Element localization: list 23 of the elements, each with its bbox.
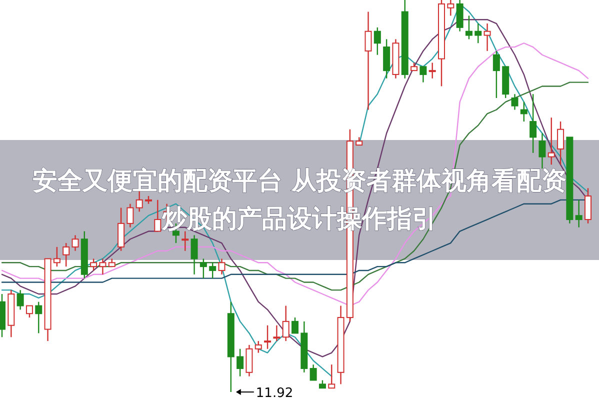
candlestick bbox=[364, 11, 372, 110]
candlestick bbox=[484, 22, 491, 52]
candlestick bbox=[538, 132, 546, 170]
candlestick bbox=[337, 305, 344, 385]
candlestick bbox=[99, 258, 106, 275]
annotation: 11.92 bbox=[256, 386, 294, 401]
candlestick bbox=[456, 0, 464, 32]
candlestick bbox=[428, 62, 436, 79]
candlestick bbox=[8, 289, 15, 338]
candlestick bbox=[282, 305, 290, 342]
candlestick bbox=[300, 320, 308, 373]
candlestick bbox=[190, 234, 198, 275]
candlestick bbox=[72, 234, 79, 252]
candlestick bbox=[392, 38, 400, 79]
candlestick bbox=[530, 93, 537, 154]
candlestick bbox=[126, 203, 134, 228]
candlestick bbox=[447, 0, 454, 16]
candlestick bbox=[218, 258, 226, 275]
candlestick bbox=[246, 344, 253, 377]
candlestick bbox=[16, 289, 24, 310]
candlestick bbox=[227, 301, 234, 393]
candlestick bbox=[511, 93, 518, 110]
candlestick bbox=[575, 199, 582, 228]
